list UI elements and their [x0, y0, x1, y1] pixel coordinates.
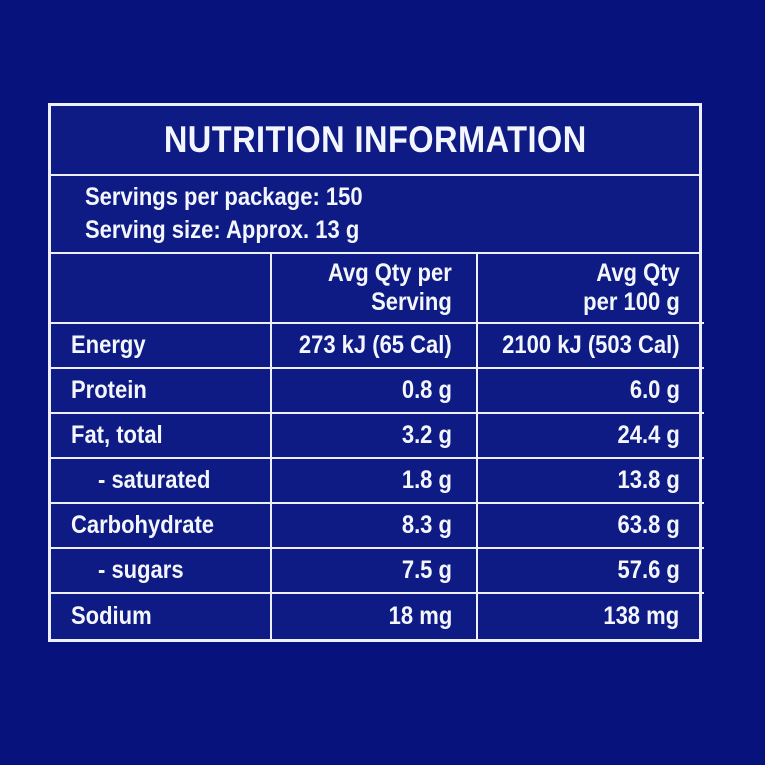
nutrient-label: Sodium	[51, 594, 272, 639]
nutrient-label: Carbohydrate	[51, 504, 272, 549]
header-per-serving-line2: Serving	[371, 288, 452, 316]
servings-per-package: Servings per package: 150	[85, 183, 363, 211]
servings-info-section: Servings per package: 150 Serving size: …	[51, 176, 699, 254]
per-serving-value: 1.8 g	[272, 459, 478, 504]
serving-size: Serving size: Approx. 13 g	[85, 216, 360, 244]
per-serving-value: 18 mg	[272, 594, 478, 639]
per-serving-value: 3.2 g	[272, 414, 478, 459]
per-100g-value: 138 mg	[603, 602, 680, 630]
per-serving-value: 273 kJ (65 Cal)	[272, 324, 478, 369]
nutrition-panel: NUTRITION INFORMATION Servings per packa…	[48, 103, 704, 642]
header-per-100g-line2: per 100 g	[582, 288, 680, 316]
header-per-serving-line1: Avg Qty per	[328, 259, 452, 288]
per-100g-value: 6.0 g	[478, 369, 704, 414]
panel-title-row: NUTRITION INFORMATION	[51, 106, 699, 176]
nutrient-label: Protein	[51, 369, 272, 414]
nutrient-label: - sugars	[51, 549, 272, 594]
per-serving-value: 8.3 g	[272, 504, 478, 549]
per-100g-value: 24.4 g	[478, 414, 704, 459]
per-100g-value: 2100 kJ (503 Cal)	[478, 324, 704, 369]
per-serving-value: 0.8 g	[272, 369, 478, 414]
header-per-100g-line1: Avg Qty	[596, 259, 680, 288]
nutrient-label: Energy	[51, 324, 272, 369]
panel-title: NUTRITION INFORMATION	[163, 119, 587, 160]
per-100g-value: 13.8 g	[478, 459, 704, 504]
nutrient-label: - saturated	[51, 459, 272, 504]
header-per-serving-column: Avg Qty per Serving	[272, 254, 478, 324]
nutrient-label: Fat, total	[51, 414, 272, 459]
header-nutrient-column	[51, 254, 272, 324]
header-per-100g-column: Avg Qty per 100 g	[478, 254, 704, 324]
per-serving-value: 7.5 g	[272, 549, 478, 594]
nutrition-grid: Avg Qty per Serving Avg Qty per 100 g En…	[51, 254, 704, 639]
per-100g-value: 57.6 g	[478, 549, 704, 594]
per-100g-value: 63.8 g	[478, 504, 704, 549]
